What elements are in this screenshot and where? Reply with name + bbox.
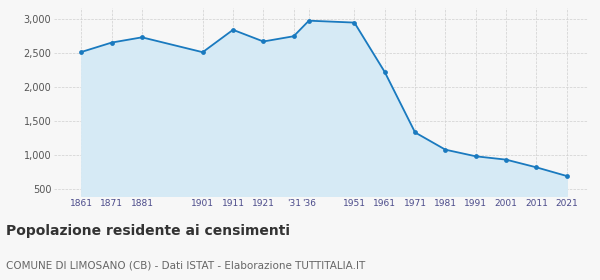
Point	[410, 130, 420, 135]
Point	[350, 20, 359, 25]
Text: Popolazione residente ai censimenti: Popolazione residente ai censimenti	[6, 224, 290, 238]
Point	[501, 157, 511, 162]
Point	[198, 50, 208, 54]
Text: COMUNE DI LIMOSANO (CB) - Dati ISTAT - Elaborazione TUTTITALIA.IT: COMUNE DI LIMOSANO (CB) - Dati ISTAT - E…	[6, 260, 365, 270]
Point	[440, 148, 450, 152]
Point	[471, 154, 481, 158]
Point	[259, 39, 268, 44]
Point	[562, 174, 572, 178]
Point	[380, 70, 389, 74]
Point	[228, 28, 238, 32]
Point	[137, 35, 147, 39]
Point	[532, 165, 541, 170]
Point	[304, 18, 314, 23]
Point	[77, 50, 86, 54]
Point	[107, 40, 116, 45]
Point	[289, 34, 298, 38]
